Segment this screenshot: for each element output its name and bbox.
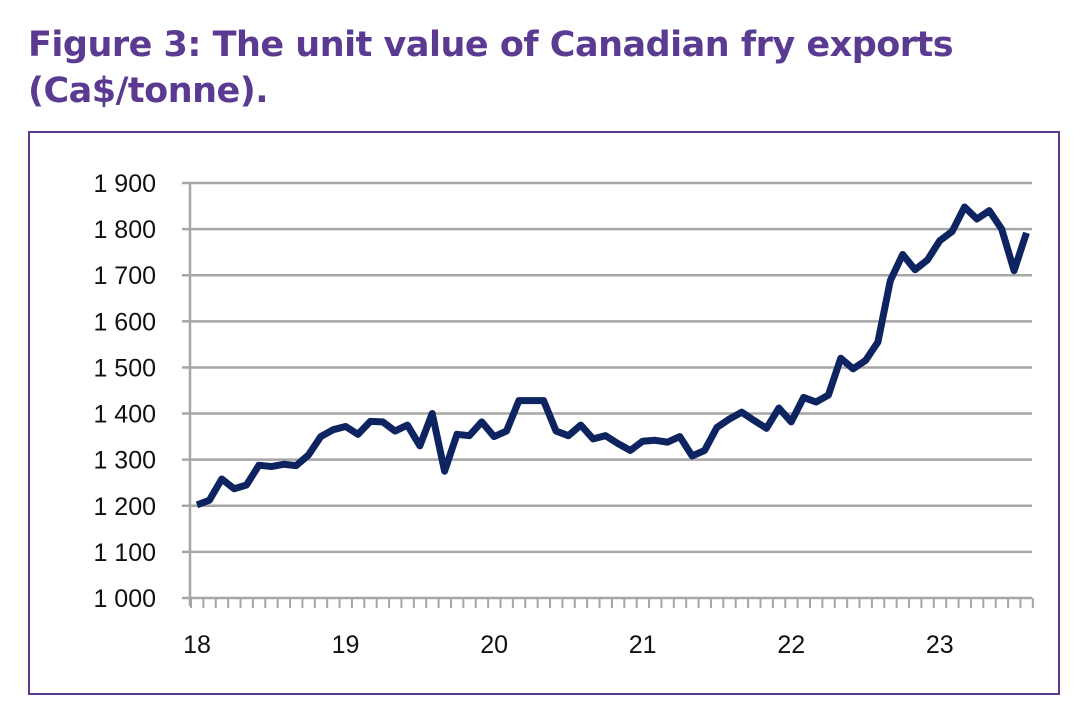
chart-frame: [28, 131, 1060, 695]
y-tick-label: 1 000: [93, 585, 156, 613]
y-tick-label: 1 300: [93, 447, 156, 475]
chart-title: Figure 3: The unit value of Canadian fry…: [28, 25, 954, 111]
y-tick-label: 1 100: [93, 539, 156, 567]
y-tick-label: 1 500: [93, 354, 156, 382]
y-tick-label: 1 400: [93, 401, 156, 429]
y-tick-label: 1 800: [93, 216, 156, 244]
y-tick-label: 1 900: [93, 170, 156, 198]
series-line: [195, 203, 1030, 509]
y-tick-label: 1 700: [93, 262, 156, 290]
y-tick-label: 1 600: [93, 308, 156, 336]
x-tick-label: 21: [629, 631, 657, 659]
x-tick-label: 20: [480, 631, 508, 659]
x-tick-label: 23: [926, 631, 954, 659]
y-tick-label: 1 200: [93, 493, 156, 521]
x-tick-label: 19: [332, 631, 360, 659]
x-tick-label: 18: [183, 631, 211, 659]
x-tick-label: 22: [777, 631, 805, 659]
